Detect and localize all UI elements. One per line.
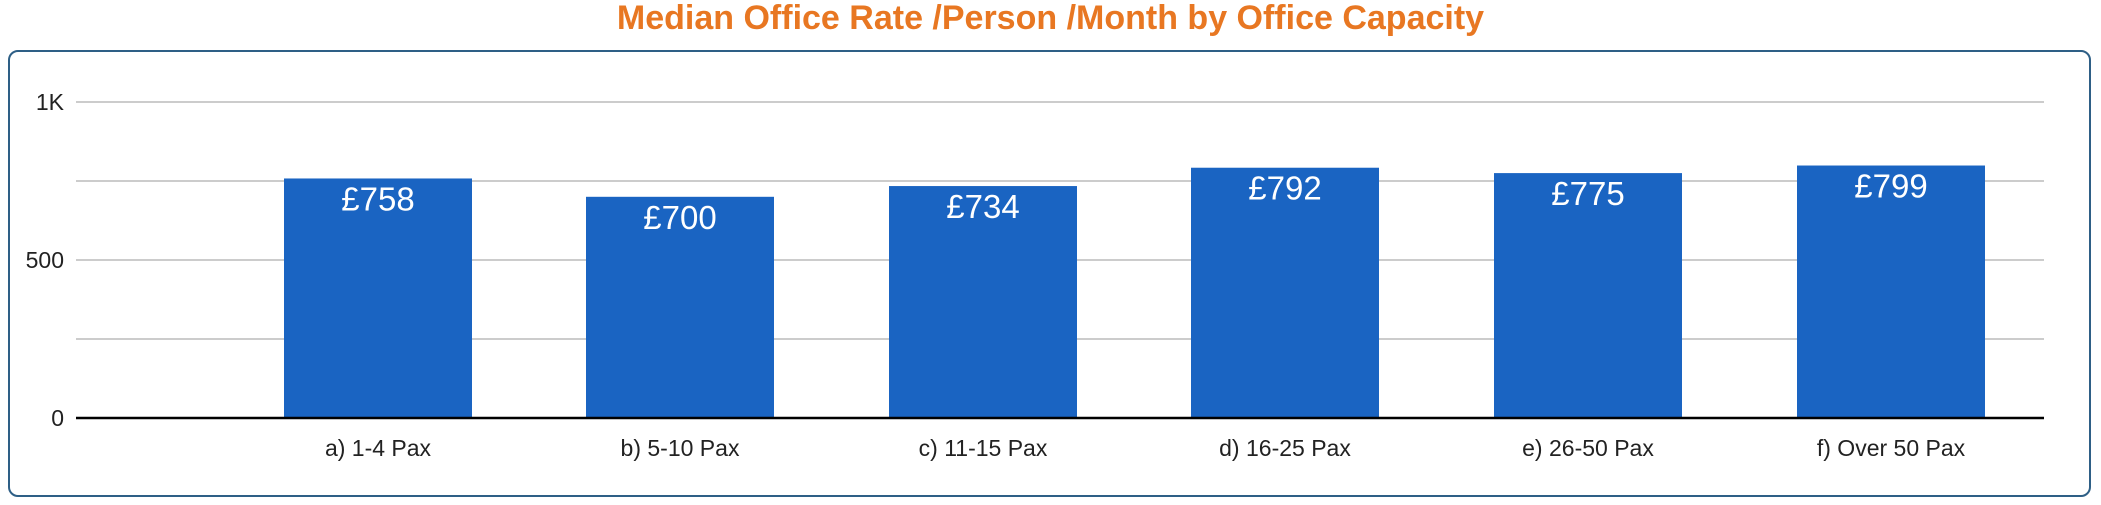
data-label: £792 [1248, 170, 1321, 207]
labels: 0 500 1K £758 a) 1-4 Pax £700 b) 5-10 Pax £734 c… [26, 89, 1966, 461]
bar [1797, 165, 1985, 418]
data-label: £775 [1551, 175, 1624, 212]
y-tick-label: 1K [36, 89, 65, 115]
bar [586, 196, 774, 418]
bars [284, 165, 1985, 418]
bar [889, 186, 1077, 418]
bar [1494, 173, 1682, 418]
x-tick-label: e) 26-50 Pax [1522, 435, 1654, 461]
chart-panel [8, 50, 2091, 497]
y-tick-label: 500 [26, 247, 64, 273]
bar [1191, 167, 1379, 418]
x-tick-label: f) Over 50 Pax [1817, 435, 1966, 461]
y-tick-label: 0 [51, 405, 64, 431]
x-tick-label: a) 1-4 Pax [325, 435, 432, 461]
chart-title: Median Office Rate /Person /Month by Off… [616, 0, 1485, 37]
data-label: £734 [946, 188, 1019, 225]
data-label: £799 [1854, 168, 1927, 205]
bar [284, 178, 472, 418]
x-tick-label: d) 16-25 Pax [1219, 435, 1351, 461]
x-tick-label: b) 5-10 Pax [621, 435, 740, 461]
data-label: £758 [341, 180, 414, 217]
data-label: £700 [643, 199, 716, 236]
x-tick-label: c) 11-15 Pax [919, 435, 1048, 461]
